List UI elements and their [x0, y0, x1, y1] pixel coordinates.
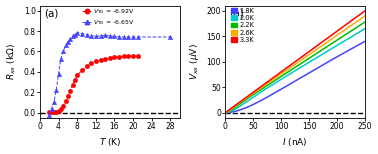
2.0K	[338, 43, 342, 45]
3.3K	[363, 10, 367, 12]
Legend: $V_{TG}$ = -6.92V, $V_{TG}$ = -6.65V: $V_{TG}$ = -6.92V, $V_{TG}$ = -6.65V	[82, 8, 136, 27]
2.2K	[290, 69, 294, 70]
3.3K	[306, 51, 311, 53]
Line: 2.6K: 2.6K	[225, 16, 365, 113]
1.8K	[359, 42, 364, 44]
3.3K	[338, 28, 342, 30]
2.6K	[338, 32, 342, 34]
1.8K	[290, 82, 294, 84]
Line: 2.0K: 2.0K	[225, 28, 365, 113]
2.6K	[223, 112, 228, 113]
2.6K	[290, 65, 295, 67]
2.6K	[363, 15, 367, 17]
2.0K	[223, 112, 228, 113]
2.0K	[290, 72, 294, 74]
2.6K	[306, 54, 311, 56]
3.3K	[359, 12, 364, 14]
2.0K	[290, 71, 295, 73]
Text: (b): (b)	[229, 9, 244, 19]
2.2K	[290, 68, 295, 70]
2.0K	[306, 62, 311, 63]
2.0K	[299, 66, 303, 68]
2.2K	[299, 63, 303, 64]
X-axis label: $I$ (nA): $I$ (nA)	[282, 136, 308, 148]
2.2K	[306, 58, 311, 60]
Line: 3.3K: 3.3K	[225, 11, 365, 113]
1.8K	[338, 54, 342, 56]
3.3K	[223, 112, 228, 113]
2.0K	[359, 30, 364, 31]
2.2K	[338, 37, 342, 39]
2.2K	[223, 112, 228, 113]
3.3K	[299, 57, 303, 58]
1.8K	[223, 112, 228, 113]
2.6K	[359, 17, 364, 19]
Line: 1.8K: 1.8K	[225, 41, 365, 113]
3.3K	[290, 63, 294, 65]
2.0K	[363, 28, 367, 29]
3.3K	[290, 63, 295, 65]
1.8K	[363, 40, 367, 42]
Legend: 1.8K, 2.0K, 2.2K, 2.6K, 3.3K: 1.8K, 2.0K, 2.2K, 2.6K, 3.3K	[231, 8, 254, 43]
1.8K	[299, 77, 303, 78]
Line: 2.2K: 2.2K	[225, 22, 365, 113]
1.8K	[290, 81, 295, 83]
2.2K	[363, 21, 367, 23]
Text: (a): (a)	[44, 9, 59, 19]
1.8K	[306, 72, 311, 74]
X-axis label: $T$ (K): $T$ (K)	[99, 136, 121, 148]
2.2K	[359, 23, 364, 25]
Y-axis label: $V_{xx}$ ($\mu$V): $V_{xx}$ ($\mu$V)	[188, 43, 201, 80]
2.6K	[290, 66, 294, 68]
2.6K	[299, 59, 303, 61]
Y-axis label: $R_{xx}$ (k$\Omega$): $R_{xx}$ (k$\Omega$)	[6, 43, 18, 80]
